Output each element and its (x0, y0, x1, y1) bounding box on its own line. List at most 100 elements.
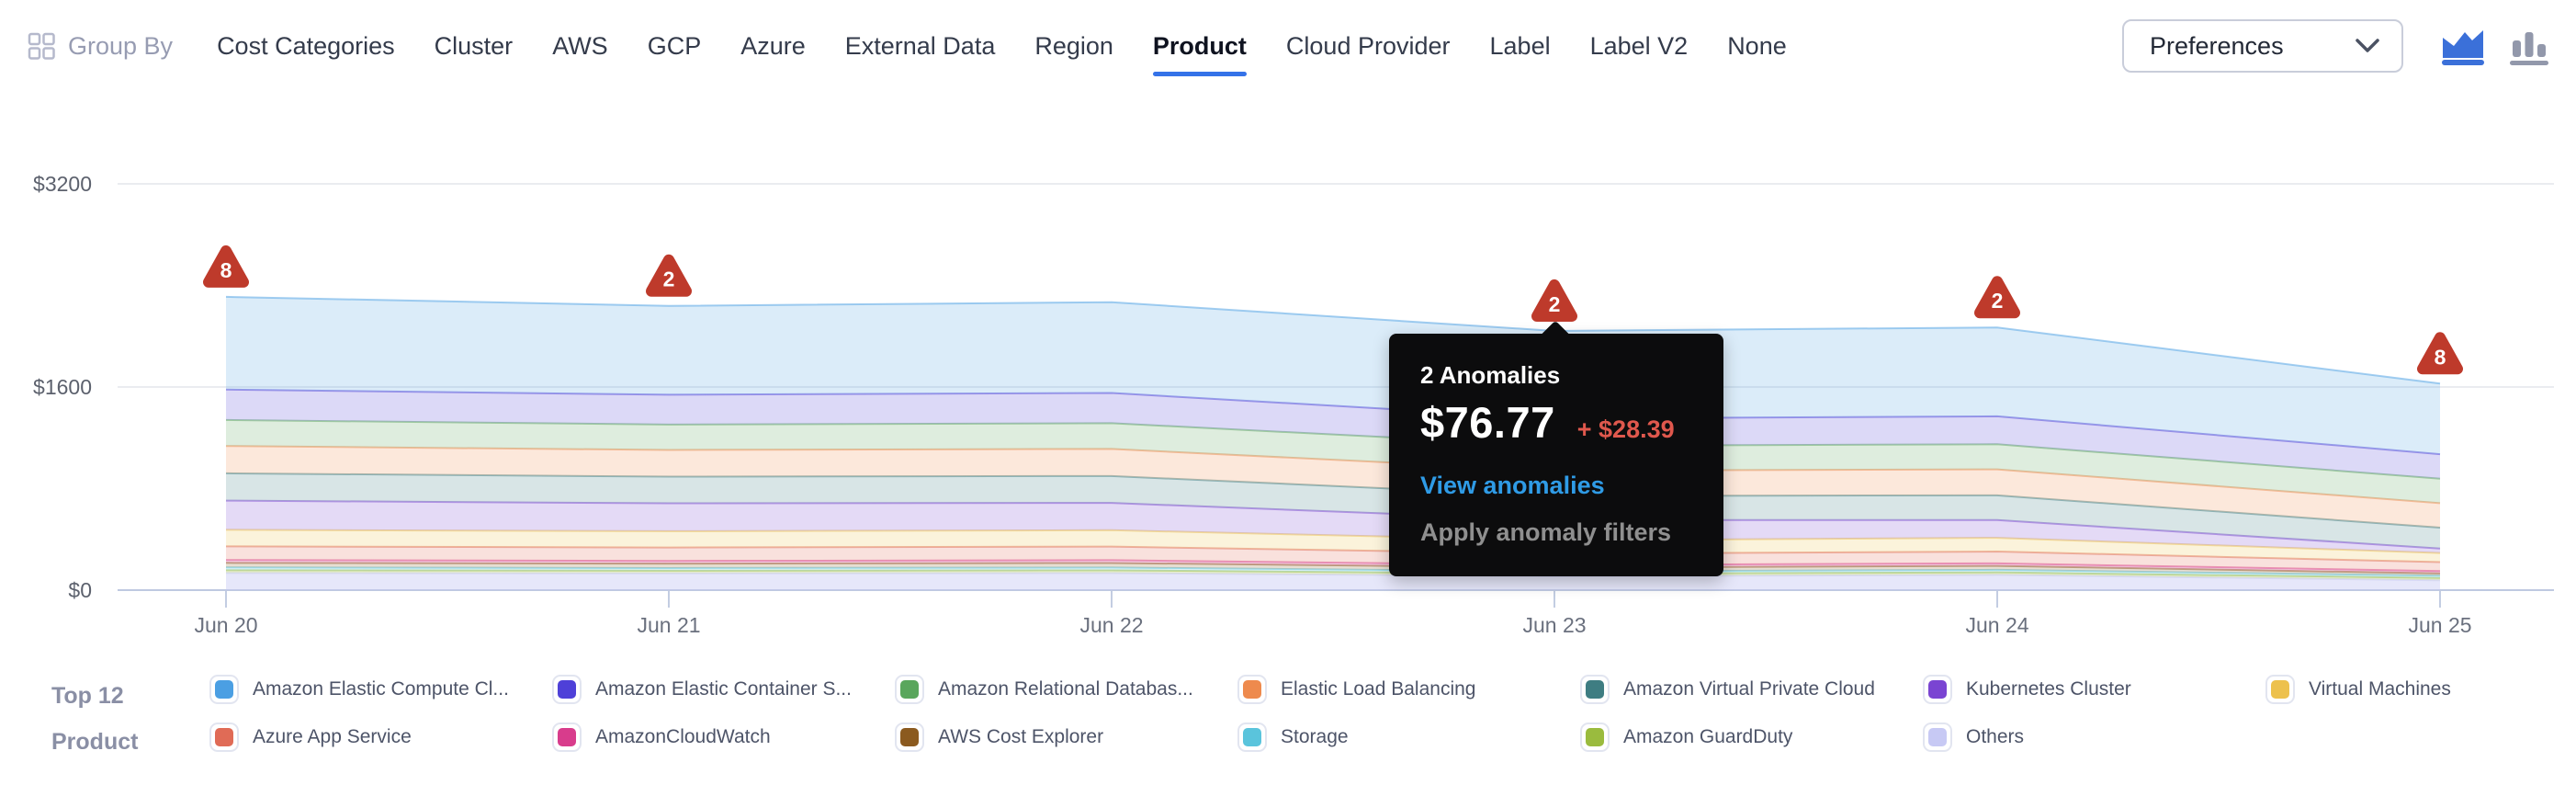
area-band-edge-amazon-relational-databas (225, 418, 2441, 480)
x-axis-label: Jun 25 (2408, 613, 2471, 637)
legend-item-label: Others (1966, 726, 2025, 747)
tab-external-data[interactable]: External Data (844, 31, 996, 60)
legend-swatch-icon (1580, 722, 1610, 752)
chart-type-toggle (2440, 25, 2550, 67)
view-anomalies-link[interactable]: View anomalies (1420, 472, 1605, 499)
tooltip-title: 2 Anomalies (1420, 361, 1561, 389)
tab-cluster[interactable]: Cluster (434, 31, 514, 60)
area-band-virtual-machines (226, 529, 2440, 563)
area-band-aws-cost-explorer (226, 563, 2440, 576)
area-band-kubernetes-cluster (226, 500, 2440, 553)
area-band-amazon-elastic-compute-cl (226, 296, 2440, 455)
anomaly-triangle-icon (1531, 279, 1577, 322)
legend-item-label: Kubernetes Cluster (1966, 678, 2131, 700)
legend-item-virtual-machines[interactable]: Virtual Machines (2265, 675, 2576, 704)
preferences-label: Preferences (2150, 31, 2284, 60)
legend-title-line2: Product (51, 729, 139, 755)
legend-item-label: AWS Cost Explorer (938, 726, 1104, 747)
anomaly-marker-jun-21[interactable]: 2 (646, 254, 692, 297)
legend-item-azure-app-service[interactable]: Azure App Service (209, 722, 552, 752)
legend-item-amazon-virtual-private-cloud[interactable]: Amazon Virtual Private Cloud (1580, 675, 1923, 704)
tab-label[interactable]: Label (1489, 31, 1551, 60)
x-axis-label: Jun 24 (1965, 613, 2028, 637)
legend-item-others[interactable]: Others (1923, 722, 2265, 752)
anomaly-marker-jun-24[interactable]: 2 (1974, 276, 2020, 319)
tab-aws[interactable]: AWS (552, 31, 608, 60)
area-band-amazon-elastic-container-s (226, 389, 2440, 479)
legend-item-label: Amazon GuardDuty (1623, 726, 1793, 747)
area-band-edge-amazoncloudwatch (225, 559, 2441, 573)
apply-anomaly-filters-link[interactable]: Apply anomaly filters (1420, 518, 1672, 546)
legend-swatch-icon (209, 675, 239, 704)
area-band-edge-aws-cost-explorer (225, 562, 2441, 575)
area-chart-icon[interactable] (2440, 25, 2486, 67)
legend-item-label: Storage (1281, 726, 1349, 747)
anomaly-count: 2 (663, 267, 675, 291)
legend-item-amazon-elastic-compute-cl[interactable]: Amazon Elastic Compute Cl... (209, 675, 552, 704)
legend-item-amazoncloudwatch[interactable]: AmazonCloudWatch (552, 722, 895, 752)
anomaly-marker-jun-20[interactable]: 8 (203, 245, 249, 288)
tab-gcp[interactable]: GCP (647, 31, 702, 60)
topbar-right: Preferences (2122, 19, 2550, 73)
legend-swatch-icon (552, 722, 582, 752)
legend-swatch-icon (1923, 722, 1952, 752)
group-by-tabs: Cost Categories Cluster AWS GCP Azure Externa… (217, 31, 1787, 76)
area-band-edge-amazon-elastic-compute-cl (225, 295, 2441, 385)
anomaly-count: 8 (220, 258, 232, 282)
x-axis-label: Jun 22 (1079, 613, 1143, 637)
legend-item-label: Virtual Machines (2309, 678, 2451, 700)
x-axis-label: Jun 20 (194, 613, 257, 637)
legend-item-aws-cost-explorer[interactable]: AWS Cost Explorer (895, 722, 1237, 752)
area-band-edge-storage (225, 566, 2441, 577)
legend-item-amazon-guardduty[interactable]: Amazon GuardDuty (1580, 722, 1923, 752)
area-band-edge-virtual-machines (225, 529, 2441, 554)
legend-item-label: Amazon Elastic Compute Cl... (253, 678, 509, 700)
group-by-control: Group By (28, 32, 173, 61)
tab-azure[interactable]: Azure (740, 31, 806, 60)
legend-item-label: Elastic Load Balancing (1281, 678, 1476, 700)
anomaly-triangle-icon (2417, 332, 2463, 375)
tab-none[interactable]: None (1727, 31, 1787, 60)
group-by-label: Group By (68, 31, 174, 60)
y-axis-label: $0 (68, 578, 92, 602)
area-band-amazoncloudwatch (226, 560, 2440, 574)
anomaly-count: 2 (1549, 292, 1561, 316)
chevron-down-icon (2356, 39, 2379, 52)
legend-item-amazon-elastic-container-s[interactable]: Amazon Elastic Container S... (552, 675, 895, 704)
chart-legend: Top 12 Product Amazon Elastic Compute Cl… (0, 666, 2576, 776)
anomaly-marker-jun-23[interactable]: 2 (1531, 279, 1577, 322)
anomaly-marker-jun-25[interactable]: 8 (2417, 332, 2463, 375)
area-band-azure-app-service (226, 546, 2440, 572)
area-band-edge-amazon-guardduty (225, 569, 2441, 579)
bar-chart-icon[interactable] (2508, 25, 2550, 67)
tab-region[interactable]: Region (1034, 31, 1113, 60)
area-band-elastic-load-balancing (226, 446, 2440, 529)
tab-label-v2[interactable]: Label V2 (1589, 31, 1689, 60)
area-band-amazon-guardduty (226, 570, 2440, 581)
legend-swatch-icon (1237, 675, 1267, 704)
legend-item-elastic-load-balancing[interactable]: Elastic Load Balancing (1237, 675, 1580, 704)
x-axis-label: Jun 23 (1522, 613, 1586, 637)
area-band-edge-amazon-virtual-private-cloud (225, 472, 2441, 529)
area-band-edge-amazon-elastic-container-s (225, 388, 2441, 456)
tooltip-value-row: $76.77 + $28.39 (1420, 397, 1692, 448)
legend-swatch-icon (552, 675, 582, 704)
topbar: Group By Cost Categories Cluster AWS GCP Azu… (0, 0, 2576, 85)
anomaly-tooltip: 2 Anomalies $76.77 + $28.39 View anomali… (1389, 320, 1723, 576)
area-band-amazon-relational-databas (226, 419, 2440, 504)
tab-product[interactable]: Product (1152, 31, 1247, 76)
tab-cost-categories[interactable]: Cost Categories (217, 31, 395, 60)
legend-swatch-icon (1580, 675, 1610, 704)
grid-icon (28, 32, 55, 60)
legend-item-kubernetes-cluster[interactable]: Kubernetes Cluster (1923, 675, 2265, 704)
preferences-dropdown[interactable]: Preferences (2122, 19, 2403, 73)
area-band-amazon-virtual-private-cloud (226, 472, 2440, 549)
legend-item-storage[interactable]: Storage (1237, 722, 1580, 752)
area-band-edge-azure-app-service (225, 545, 2441, 563)
tab-cloud-provider[interactable]: Cloud Provider (1285, 31, 1451, 60)
legend-item-amazon-relational-databas[interactable]: Amazon Relational Databas... (895, 675, 1237, 704)
legend-swatch-icon (2265, 675, 2295, 704)
legend-swatch-icon (895, 722, 924, 752)
anomaly-count: 2 (1992, 289, 2004, 313)
